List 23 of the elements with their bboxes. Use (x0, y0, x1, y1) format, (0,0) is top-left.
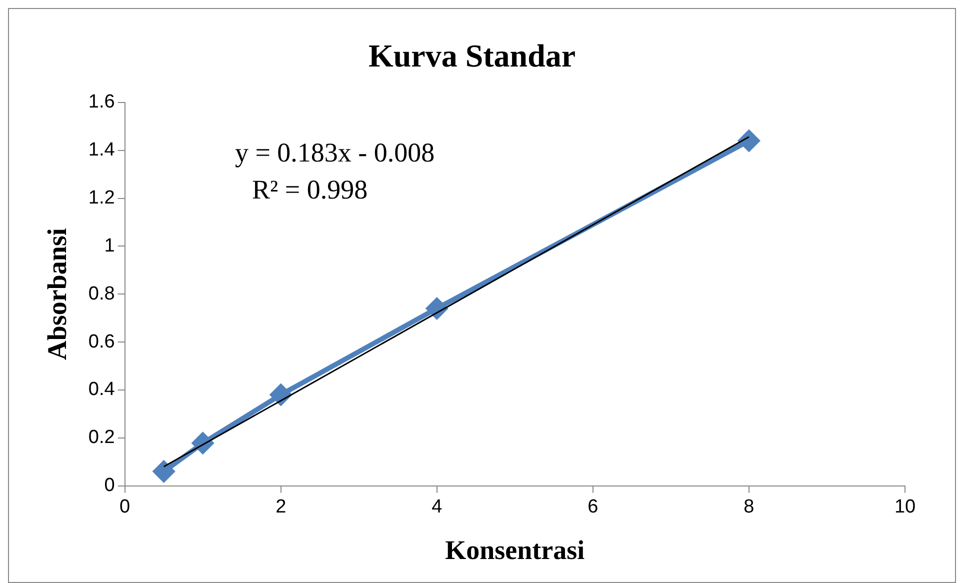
x-tick-label: 4 (432, 496, 443, 518)
y-tick-label: 1.2 (88, 187, 115, 208)
x-tick-label: 0 (120, 496, 130, 518)
point (738, 130, 760, 152)
annotation: R² = 0.998 (252, 174, 368, 204)
y-tick-label: 0.6 (88, 331, 115, 352)
x-tick-label: 8 (744, 496, 754, 518)
y-tick-label: 1 (104, 235, 115, 256)
annotation: y = 0.183x - 0.008 (234, 137, 435, 168)
y-axis-title: Absorbansi (42, 228, 72, 360)
point (153, 460, 174, 482)
y-tick-label: 1.4 (88, 140, 116, 161)
x-axis-title: Konsentrasi (445, 534, 586, 565)
y-tick-label: 0 (104, 475, 115, 496)
y-tick-label: 1.6 (88, 92, 115, 113)
chart-title: Kurva Standar (368, 37, 576, 74)
x-tick-label: 6 (588, 496, 598, 518)
point (270, 384, 292, 406)
x-tick-label: 10 (894, 496, 916, 518)
y-tick-label: 0.8 (88, 283, 115, 304)
y-tick-label: 0.4 (88, 379, 116, 400)
x-tick-label: 2 (276, 496, 286, 518)
y-tick-label: 0.2 (88, 427, 115, 448)
